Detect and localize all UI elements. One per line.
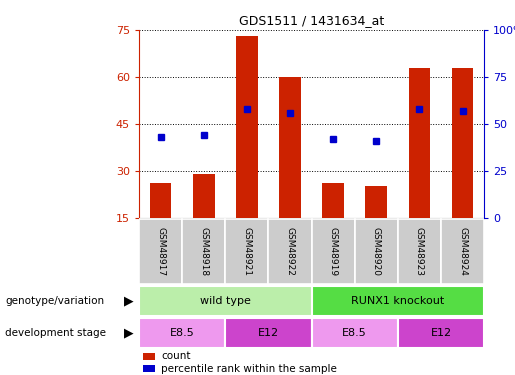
- Bar: [150, 183, 171, 218]
- Text: ▶: ▶: [124, 326, 134, 339]
- Text: GSM48918: GSM48918: [199, 226, 208, 276]
- Text: GSM48921: GSM48921: [243, 227, 251, 276]
- Text: GSM48919: GSM48919: [329, 226, 338, 276]
- Bar: [312, 318, 398, 348]
- Text: E12: E12: [431, 328, 452, 338]
- Bar: [193, 174, 215, 217]
- Text: E12: E12: [258, 328, 279, 338]
- Text: GSM48923: GSM48923: [415, 227, 424, 276]
- Bar: [312, 219, 355, 284]
- Bar: [268, 219, 312, 284]
- Bar: [143, 365, 154, 372]
- Text: GSM48920: GSM48920: [372, 227, 381, 276]
- Bar: [226, 219, 268, 284]
- Bar: [139, 219, 182, 284]
- Text: GSM48917: GSM48917: [156, 226, 165, 276]
- Bar: [182, 219, 226, 284]
- Bar: [236, 36, 258, 218]
- Text: GSM48924: GSM48924: [458, 227, 467, 276]
- Bar: [279, 77, 301, 218]
- Bar: [398, 318, 484, 348]
- Bar: [322, 183, 344, 218]
- Bar: [452, 68, 473, 218]
- Text: genotype/variation: genotype/variation: [5, 296, 104, 306]
- Bar: [139, 286, 312, 316]
- Text: E8.5: E8.5: [170, 328, 195, 338]
- Title: GDS1511 / 1431634_at: GDS1511 / 1431634_at: [239, 15, 384, 27]
- Text: RUNX1 knockout: RUNX1 knockout: [351, 296, 444, 306]
- Text: wild type: wild type: [200, 296, 251, 306]
- Text: E8.5: E8.5: [342, 328, 367, 338]
- Text: count: count: [162, 351, 191, 361]
- Text: percentile rank within the sample: percentile rank within the sample: [162, 364, 337, 374]
- Bar: [143, 353, 154, 360]
- Bar: [366, 186, 387, 218]
- Bar: [355, 219, 398, 284]
- Text: GSM48922: GSM48922: [285, 227, 295, 276]
- Text: development stage: development stage: [5, 328, 106, 338]
- Bar: [408, 68, 430, 218]
- Text: ▶: ▶: [124, 294, 134, 307]
- Bar: [398, 219, 441, 284]
- Bar: [312, 286, 484, 316]
- Bar: [226, 318, 312, 348]
- Bar: [441, 219, 484, 284]
- Bar: [139, 318, 226, 348]
